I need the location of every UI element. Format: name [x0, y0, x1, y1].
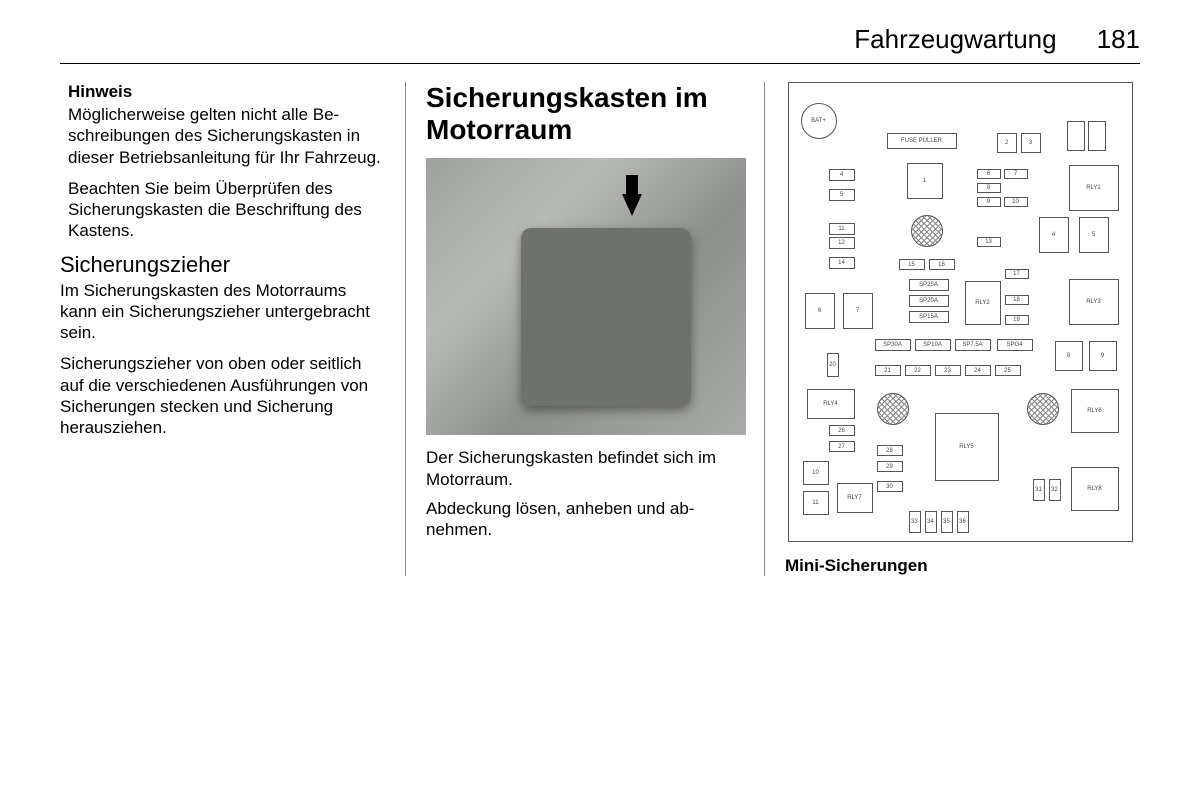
- box-10: 10: [803, 461, 829, 485]
- sp15a: SP15A: [909, 311, 949, 323]
- hinweis-para-2: Beachten Sie beim Überprüfen des Sicheru…: [60, 178, 385, 242]
- fuse-28: 28: [877, 445, 903, 456]
- column-right: BAT+ FUSE PULLER 2 3 1 4 5 11 12 14 6: [765, 82, 1135, 576]
- rly1: RLY1: [1069, 165, 1119, 211]
- fuse-21: 21: [875, 365, 901, 376]
- box-4: 4: [1039, 217, 1069, 253]
- box-3: 3: [1021, 133, 1041, 153]
- fuse-11: 11: [829, 223, 855, 235]
- fuse-19: 19: [1005, 315, 1029, 325]
- page-number: 181: [1097, 24, 1140, 55]
- rly7: RLY7: [837, 483, 873, 513]
- sp7a: SP7.5A: [955, 339, 991, 351]
- para-3: Im Sicherungskasten des Motor­raums kann…: [60, 280, 385, 344]
- arrow-down-icon: [622, 194, 642, 216]
- fuse-15: 15: [899, 259, 925, 270]
- fuse-32: 32: [1049, 479, 1061, 501]
- box-5: 5: [1079, 217, 1109, 253]
- page-header: Fahrzeugwartung 181: [60, 24, 1140, 64]
- box-2: 2: [997, 133, 1017, 153]
- fuse-29: 29: [877, 461, 903, 472]
- fuse-10: 10: [1004, 197, 1028, 207]
- fuse-9: 9: [977, 197, 1001, 207]
- column-middle: Sicherungskasten im Motorraum Der Sicher…: [405, 82, 765, 576]
- fuse-23: 23: [935, 365, 961, 376]
- rly3: RLY3: [1069, 279, 1119, 325]
- fuse-6: 6: [977, 169, 1001, 179]
- box-1: 1: [907, 163, 943, 199]
- rly8: RLY8: [1071, 467, 1119, 511]
- fuse-4: 4: [829, 169, 855, 181]
- chapter-title: Fahrzeugwartung: [854, 24, 1056, 55]
- fuse-27: 27: [829, 441, 855, 452]
- hinweis-label: Hinweis: [60, 82, 385, 102]
- rly4: RLY4: [807, 389, 855, 419]
- fuse-24: 24: [965, 365, 991, 376]
- fuse-12: 12: [829, 237, 855, 249]
- fuse-26: 26: [829, 425, 855, 436]
- fuse-17: 17: [1005, 269, 1029, 279]
- fuse-8: 8: [977, 183, 1001, 193]
- fuse-20: 20: [827, 353, 839, 377]
- heading-motorraum: Sicherungskasten im Motorraum: [426, 82, 744, 146]
- sp25a: SP25A: [909, 279, 949, 291]
- subheading-sicherungszieher: Sicherungszieher: [60, 252, 385, 278]
- sp10a: SP10A: [915, 339, 951, 351]
- hatched-circle-3: [1027, 393, 1059, 425]
- box-11: 11: [803, 491, 829, 515]
- spg4: SPG4: [997, 339, 1033, 351]
- bat-plus-label: BAT+: [801, 103, 837, 139]
- fuse-puller-label: FUSE PULLER: [887, 133, 957, 149]
- box-8: 8: [1055, 341, 1083, 371]
- hatched-circle-1: [911, 215, 943, 247]
- fuse-14: 14: [829, 257, 855, 269]
- fuse-22: 22: [905, 365, 931, 376]
- box-9: 9: [1089, 341, 1117, 371]
- fuse-7: 7: [1004, 169, 1028, 179]
- fusebox-lid-shape: [521, 228, 691, 406]
- rly2: RLY2: [965, 281, 1001, 325]
- fuse-36: 36: [957, 511, 969, 533]
- hinweis-para-1: Möglicherweise gelten nicht alle Be­schr…: [60, 104, 385, 168]
- mini-sicherungen-label: Mini-Sicherungen: [785, 556, 1135, 576]
- box-6: 6: [805, 293, 835, 329]
- fuse-31: 31: [1033, 479, 1045, 501]
- box-7: 7: [843, 293, 873, 329]
- sp20a: SP20A: [909, 295, 949, 307]
- hatched-circle-2: [877, 393, 909, 425]
- engine-compartment-photo: [426, 158, 746, 435]
- fuse-34: 34: [925, 511, 937, 533]
- fuse-13: 13: [977, 237, 1001, 247]
- fuse-box-diagram: BAT+ FUSE PULLER 2 3 1 4 5 11 12 14 6: [788, 82, 1133, 542]
- para-4: Sicherungszieher von oben oder seit­lich…: [60, 353, 385, 438]
- fuse-5: 5: [829, 189, 855, 201]
- rly5: RLY5: [935, 413, 999, 481]
- fuse-33: 33: [909, 511, 921, 533]
- fuse-25: 25: [995, 365, 1021, 376]
- fuse-16: 16: [929, 259, 955, 270]
- fuse-30: 30: [877, 481, 903, 492]
- fuse-35: 35: [941, 511, 953, 533]
- rly6: RLY6: [1071, 389, 1119, 433]
- caption-2: Abdeckung lösen, anheben und ab­nehmen.: [426, 498, 744, 541]
- sp30a: SP30A: [875, 339, 911, 351]
- column-left: Hinweis Möglicherweise gelten nicht alle…: [60, 82, 405, 576]
- caption-1: Der Sicherungskasten befindet sich im Mo…: [426, 447, 744, 490]
- fuse-18: 18: [1005, 295, 1029, 305]
